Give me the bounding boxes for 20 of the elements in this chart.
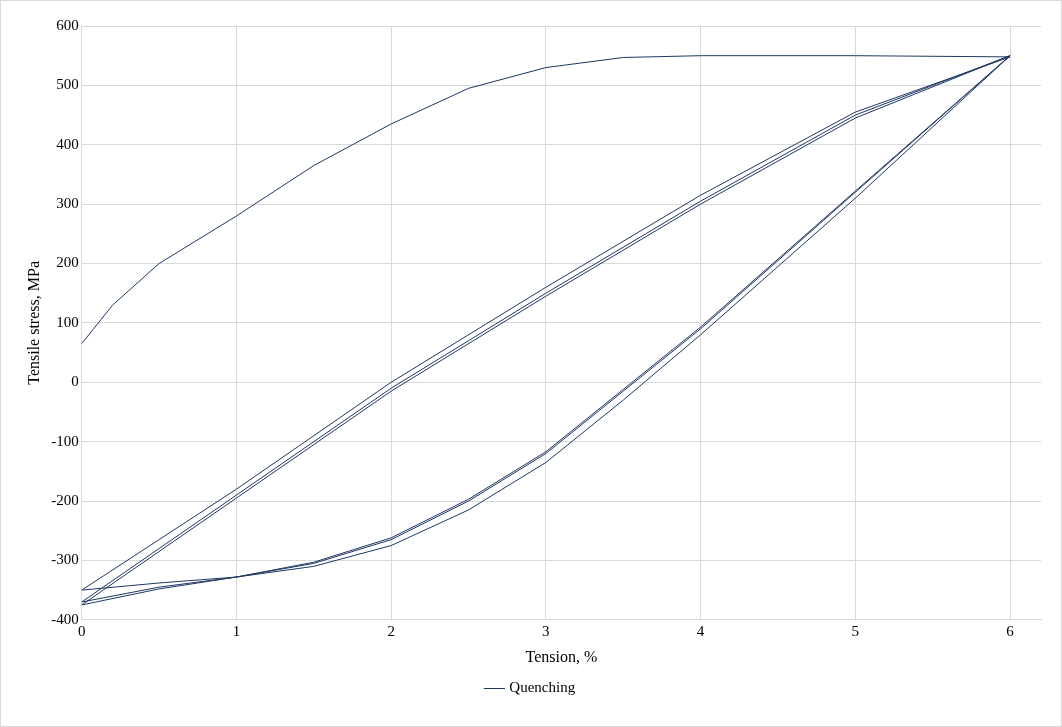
legend-label: Quenching <box>509 679 576 696</box>
x-tick-label: 5 <box>851 622 860 639</box>
y-tick-label: -400 <box>51 610 79 627</box>
x-tick-label: 1 <box>232 622 241 639</box>
x-tick-label: 3 <box>542 622 550 639</box>
y-axis-title: Tensile stress, MPa <box>24 261 42 385</box>
y-tick-label: 200 <box>56 254 79 271</box>
y-tick-label: -100 <box>51 432 79 449</box>
y-tick-label: -200 <box>51 491 79 508</box>
y-tick-label: 600 <box>56 16 79 33</box>
y-tick-label: -300 <box>51 551 79 568</box>
y-tick-label: 100 <box>56 313 79 330</box>
y-tick-label: 400 <box>56 135 79 152</box>
x-tick-label: 4 <box>696 622 705 639</box>
x-tick-label: 6 <box>1006 622 1015 639</box>
x-axis-title: Tension, % <box>525 647 598 665</box>
y-tick-label: 500 <box>56 76 79 93</box>
y-tick-label: 0 <box>71 373 79 390</box>
x-tick-label: 2 <box>387 622 395 639</box>
y-tick-label: 300 <box>56 195 79 212</box>
